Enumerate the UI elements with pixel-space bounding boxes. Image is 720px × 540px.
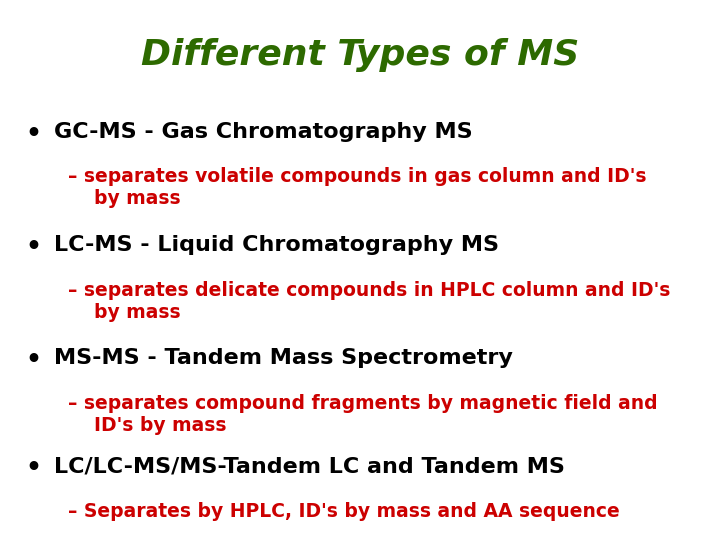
Text: LC/LC-MS/MS-Tandem LC and Tandem MS: LC/LC-MS/MS-Tandem LC and Tandem MS xyxy=(54,456,565,476)
Text: GC-MS - Gas Chromatography MS: GC-MS - Gas Chromatography MS xyxy=(54,122,472,141)
Text: •: • xyxy=(25,122,41,145)
Text: •: • xyxy=(25,456,41,480)
Text: •: • xyxy=(25,235,41,259)
Text: – separates delicate compounds in HPLC column and ID's
    by mass: – separates delicate compounds in HPLC c… xyxy=(68,281,671,322)
Text: LC-MS - Liquid Chromatography MS: LC-MS - Liquid Chromatography MS xyxy=(54,235,499,255)
Text: – separates volatile compounds in gas column and ID's
    by mass: – separates volatile compounds in gas co… xyxy=(68,167,647,208)
Text: – separates compound fragments by magnetic field and
    ID's by mass: – separates compound fragments by magnet… xyxy=(68,394,658,435)
Text: •: • xyxy=(25,348,41,372)
Text: Different Types of MS: Different Types of MS xyxy=(141,38,579,72)
Text: – Separates by HPLC, ID's by mass and AA sequence: – Separates by HPLC, ID's by mass and AA… xyxy=(68,502,620,521)
Text: MS-MS - Tandem Mass Spectrometry: MS-MS - Tandem Mass Spectrometry xyxy=(54,348,513,368)
